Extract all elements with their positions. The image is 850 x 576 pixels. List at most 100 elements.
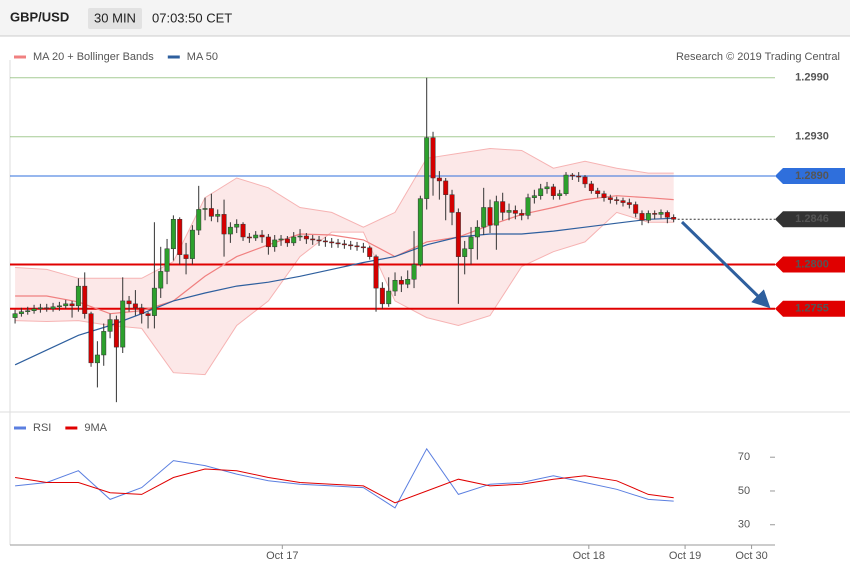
candle-body (607, 197, 613, 200)
candle-body (512, 210, 518, 214)
candle-body (595, 190, 601, 194)
candle-body (310, 238, 316, 241)
candle-body (538, 188, 544, 196)
candle-body (139, 307, 145, 314)
candle-body (94, 354, 100, 364)
legend-label: RSI (33, 422, 51, 434)
candle-body (436, 177, 442, 182)
candle-body (569, 174, 575, 177)
candle-body (272, 239, 278, 248)
legend-label: MA 50 (187, 51, 218, 63)
candle-body (75, 285, 81, 307)
x-tick-label: Oct 18 (573, 550, 605, 562)
candle-body (329, 241, 335, 244)
ma-line (14, 217, 674, 366)
candle-body (265, 236, 271, 248)
candle-body (50, 306, 56, 310)
candle-body (519, 213, 525, 216)
y-tick-label: 50 (738, 485, 750, 497)
level-box (775, 256, 845, 273)
candle-body (120, 300, 126, 348)
candle-body (335, 242, 341, 245)
x-tick-label: Oct 17 (266, 550, 298, 562)
level-label: 1.2800 (795, 258, 829, 270)
candle-body (63, 303, 69, 307)
candle-body (544, 186, 550, 190)
candle-body (411, 264, 417, 280)
candle-body (158, 271, 164, 289)
candle-body (227, 226, 233, 235)
projection-arrow (680, 220, 771, 309)
level-box (775, 300, 845, 317)
candle-body (240, 223, 246, 238)
rsi-line (15, 468, 674, 504)
candle-body (322, 240, 328, 243)
candle-body (316, 239, 322, 242)
candle-body (398, 279, 404, 285)
candle-body (25, 310, 31, 312)
candle-body (234, 223, 240, 228)
candle-body (658, 212, 664, 215)
candle-body (582, 176, 588, 185)
candle-body (652, 213, 658, 215)
candle-body (56, 305, 62, 308)
candle-body (69, 303, 75, 307)
candle-body (88, 313, 94, 364)
candle-body (164, 248, 170, 272)
candle-body (196, 209, 202, 231)
candle-body (557, 193, 563, 196)
candle-body (405, 279, 411, 285)
candle-body (367, 247, 373, 257)
candle-body (221, 214, 227, 235)
candle-body (645, 213, 651, 221)
candle-body (18, 311, 24, 314)
candle-body (430, 137, 436, 179)
candle-body (44, 307, 50, 310)
candle-body (462, 248, 468, 257)
credit: Research © 2019 Trading Central (676, 51, 840, 63)
candle-body (563, 174, 569, 194)
candle-body (626, 202, 632, 205)
candle-body (588, 183, 594, 192)
time: 07:03:50 CET (152, 10, 232, 25)
candle-body (443, 180, 449, 195)
candle-body (493, 201, 499, 226)
candle-body (550, 186, 556, 196)
candle-body (417, 198, 423, 265)
rsi-line (15, 447, 674, 509)
candle-body (379, 287, 385, 305)
candle-body (113, 319, 119, 348)
y-tick-label: 70 (738, 451, 750, 463)
candle-body (386, 290, 392, 305)
candle-body (601, 193, 607, 198)
candle-body (360, 246, 366, 249)
candle-body (620, 200, 626, 203)
level-label: 1.2890 (795, 170, 829, 182)
candle-body (189, 229, 195, 259)
candle-body (487, 207, 493, 226)
candle-body (126, 300, 132, 305)
candle-body (215, 214, 221, 217)
candle-body (246, 236, 252, 239)
candle-body (145, 313, 151, 316)
level-label: 1.2755 (795, 303, 829, 315)
candle-body (481, 207, 487, 228)
candle-body (177, 219, 183, 255)
candle-body (639, 213, 645, 221)
x-tick-label: Oct 19 (669, 550, 701, 562)
candle-body (278, 238, 284, 241)
legend-label: 9MA (84, 422, 107, 434)
candle-body (424, 137, 430, 199)
candle-body (354, 245, 360, 248)
band-line (15, 211, 674, 376)
candle-body (373, 256, 379, 289)
candle-body (37, 307, 43, 310)
candle-body (151, 287, 157, 316)
candle-body (170, 219, 176, 250)
candle-body (208, 208, 214, 217)
candle-body (525, 197, 531, 216)
candle-body (341, 243, 347, 246)
symbol: GBP/USD (10, 9, 69, 24)
candle-body (671, 217, 677, 220)
